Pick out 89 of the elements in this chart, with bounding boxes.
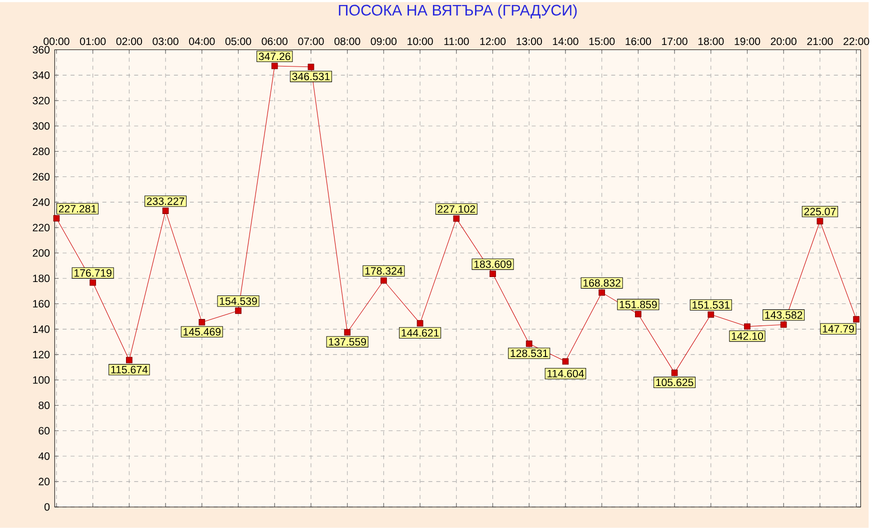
data-label: 176.719 <box>74 269 112 277</box>
point <box>780 322 787 328</box>
point <box>453 215 460 222</box>
y-tick-label: 40 <box>38 452 50 460</box>
point <box>562 358 569 365</box>
x-tick-label: 22:00 <box>844 38 870 46</box>
x-tick-label: 15:00 <box>589 38 615 46</box>
y-tick-label: 80 <box>38 402 50 410</box>
x-tick-label: 12:00 <box>480 38 506 46</box>
data-label: 151.531 <box>692 301 730 309</box>
chart-title: ПОСОКА НА ВЯТЪРА (ГРАДУСИ) <box>338 4 577 19</box>
y-tick-label: 0 <box>44 503 50 511</box>
x-tick-label: 20:00 <box>770 38 796 46</box>
point <box>271 62 278 70</box>
point <box>344 329 351 336</box>
x-tick-label: 17:00 <box>662 38 688 46</box>
y-tick-label: 60 <box>38 427 50 435</box>
data-label: 105.625 <box>656 378 694 386</box>
point <box>308 64 314 70</box>
point <box>90 279 96 286</box>
y-tick-label: 100 <box>33 376 50 384</box>
point <box>416 320 424 327</box>
x-tick-label: 11:00 <box>444 38 469 46</box>
y-tick-label: 180 <box>33 274 50 282</box>
point <box>490 270 496 278</box>
point <box>526 340 532 347</box>
point <box>853 316 860 323</box>
x-tick-label: 18:00 <box>698 38 724 46</box>
point <box>380 277 387 284</box>
point <box>635 311 642 318</box>
data-label: 227.102 <box>438 205 476 213</box>
data-label: 346.531 <box>292 72 330 80</box>
data-label: 147.79 <box>822 325 854 333</box>
y-tick-label: 220 <box>32 224 50 232</box>
point <box>816 218 824 224</box>
x-tick-label: 04:00 <box>189 38 215 46</box>
x-tick-label: 01:00 <box>80 38 106 46</box>
x-tick-label: 10:00 <box>408 38 433 46</box>
y-tick-label: 140 <box>33 326 50 333</box>
y-tick-label: 340 <box>32 72 50 80</box>
data-label: 178.324 <box>365 267 403 275</box>
x-tick-label: 13:00 <box>516 38 542 46</box>
data-label: 143.582 <box>765 311 802 319</box>
y-tick-label: 240 <box>32 198 50 206</box>
x-tick-label: 08:00 <box>334 38 360 46</box>
data-label: 128.531 <box>510 350 548 358</box>
y-tick-label: 320 <box>32 96 50 104</box>
point <box>708 311 714 318</box>
data-label: 151.859 <box>620 300 657 308</box>
x-tick-label: 09:00 <box>370 38 397 46</box>
x-tick-label: 21:00 <box>807 38 833 46</box>
data-label: 142.10 <box>732 332 764 340</box>
data-label: 227.281 <box>58 205 96 213</box>
data-label: 347.26 <box>258 52 290 60</box>
point <box>126 356 132 364</box>
data-label: 183.609 <box>474 260 512 268</box>
y-tick-label: 300 <box>32 122 50 130</box>
x-tick-label: 05:00 <box>225 38 252 46</box>
x-tick-label: 00:00 <box>44 38 70 46</box>
data-label: 115.674 <box>111 366 148 374</box>
x-tick-label: 07:00 <box>298 38 324 46</box>
point <box>671 370 678 376</box>
data-label: 114.604 <box>548 370 584 378</box>
y-tick-label: 120 <box>33 350 50 358</box>
data-label: 168.832 <box>583 279 620 287</box>
y-tick-label: 280 <box>32 148 50 156</box>
data-label: 233.227 <box>146 198 184 206</box>
x-tick-label: 03:00 <box>152 38 178 46</box>
point <box>162 208 169 214</box>
point <box>198 319 206 326</box>
point <box>598 289 606 296</box>
x-tick-label: 16:00 <box>626 38 652 46</box>
x-tick-label: 06:00 <box>262 38 288 46</box>
point <box>53 215 60 222</box>
y-tick-label: 360 <box>32 46 50 54</box>
y-tick-label: 160 <box>33 300 50 308</box>
data-label: 145.469 <box>184 328 221 336</box>
x-tick-label: 14:00 <box>553 38 578 46</box>
data-label: 225.07 <box>804 208 836 216</box>
y-tick-label: 260 <box>32 173 50 181</box>
y-tick-label: 20 <box>38 478 50 486</box>
point <box>744 323 750 330</box>
x-tick-label: 02:00 <box>116 38 142 46</box>
x-tick-label: 19:00 <box>734 38 760 46</box>
point <box>235 308 242 314</box>
y-tick-label: 200 <box>32 249 50 257</box>
data-label: 154.539 <box>220 297 257 305</box>
data-label: 137.559 <box>328 338 366 346</box>
data-label: 144.621 <box>402 329 439 337</box>
